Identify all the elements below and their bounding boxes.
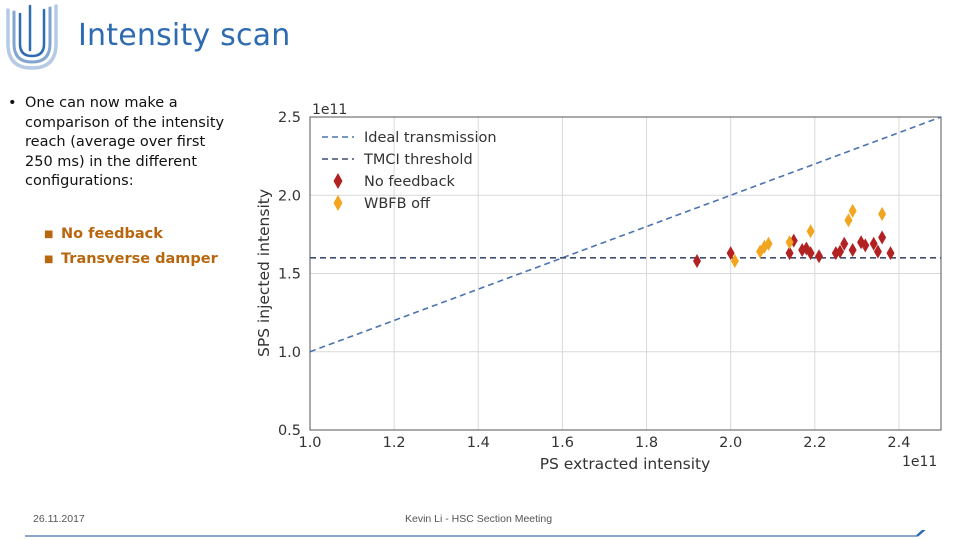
y-axis-label: SPS injected intensity bbox=[255, 189, 273, 357]
y-tick-label: 1.0 bbox=[278, 345, 301, 361]
no-feedback-point bbox=[878, 230, 887, 245]
y-tick-label: 0.5 bbox=[278, 423, 301, 439]
sub-bullet-transverse-damper: ■ Transverse damper bbox=[44, 247, 228, 273]
ideal-transmission-line bbox=[309, 116, 942, 353]
no-feedback-point bbox=[848, 243, 857, 258]
x-tick-label: 2.0 bbox=[719, 435, 742, 451]
bullet-dot-icon: • bbox=[8, 95, 17, 111]
no-feedback-point bbox=[693, 253, 702, 268]
square-bullet-icon: ■ bbox=[44, 254, 54, 265]
x-tick-label: 1.2 bbox=[383, 435, 406, 451]
wbfb-off-point bbox=[844, 213, 853, 228]
legend-label-tmci: TMCI threshold bbox=[363, 152, 473, 168]
no-feedback-point bbox=[886, 246, 895, 261]
axis-ticks: 1.0 1.2 1.4 1.6 1.8 2.0 2.2 2.40.51.01.52.02.5 bbox=[278, 110, 911, 451]
no-feedback-point bbox=[785, 246, 794, 261]
y-tick-label: 1.5 bbox=[278, 267, 301, 283]
x-axis-label: PS extracted intensity bbox=[540, 455, 711, 473]
slide-title: Intensity scan bbox=[78, 18, 291, 53]
no-feedback-point bbox=[836, 244, 845, 259]
wbfb-off-point bbox=[806, 224, 815, 239]
wbfb-off-point bbox=[848, 203, 857, 218]
legend-swatch-wbfb-off bbox=[333, 195, 343, 211]
no-feedback-point bbox=[726, 246, 735, 261]
x-tick-label: 2.4 bbox=[887, 435, 910, 451]
x-tick-label: 1.8 bbox=[635, 435, 658, 451]
square-bullet-icon: ■ bbox=[44, 228, 54, 240]
x-tick-label: 1.6 bbox=[551, 435, 574, 451]
sub-bullet-text: Transverse damper bbox=[61, 251, 218, 267]
x-tick-label: 1.0 bbox=[298, 435, 321, 451]
no-feedback-point bbox=[861, 238, 870, 253]
x-scale-label: 1e11 bbox=[902, 454, 937, 470]
no-feedback-point bbox=[873, 244, 882, 259]
legend-label-no-feedback: No feedback bbox=[364, 174, 456, 190]
footer-date: 26.11.2017 bbox=[33, 513, 85, 525]
wbfb-off-point bbox=[730, 253, 739, 268]
legend: Ideal transmission TMCI threshold No fee… bbox=[322, 130, 497, 212]
y-tick-label: 2.0 bbox=[278, 188, 301, 204]
x-tick-label: 1.4 bbox=[467, 435, 490, 451]
legend-label-ideal: Ideal transmission bbox=[364, 130, 497, 146]
legend-swatch-no-feedback bbox=[333, 173, 343, 189]
legend-label-wbfb-off: WBFB off bbox=[364, 196, 431, 212]
data-points bbox=[693, 203, 895, 268]
no-feedback-point bbox=[806, 246, 815, 261]
wbfb-off-point bbox=[878, 207, 887, 222]
bullet-list: • One can now make a comparison of the i… bbox=[8, 94, 228, 273]
no-feedback-point bbox=[840, 236, 849, 251]
sub-bullet-text: No feedback bbox=[61, 225, 163, 242]
logo bbox=[6, 4, 58, 70]
wbfb-off-point bbox=[764, 236, 773, 251]
plot-frame bbox=[309, 116, 942, 431]
bullet-text: One can now make a comparison of the int… bbox=[25, 95, 225, 189]
y-scale-label: 1e11 bbox=[312, 102, 347, 118]
footer-presenter: Kevin Li - HSC Section Meeting bbox=[405, 513, 553, 525]
bullet-item: • One can now make a comparison of the i… bbox=[8, 94, 228, 192]
sub-bullet-list: ■ No feedback ■ Transverse damper bbox=[8, 222, 228, 273]
no-feedback-point bbox=[869, 236, 878, 251]
no-feedback-point bbox=[815, 249, 824, 264]
x-tick-label: 2.2 bbox=[803, 435, 826, 451]
wbfb-off-point bbox=[785, 235, 794, 250]
sub-bullet-no-feedback: ■ No feedback bbox=[44, 222, 228, 248]
y-tick-label: 2.5 bbox=[278, 110, 301, 126]
footer-rule bbox=[25, 530, 926, 537]
